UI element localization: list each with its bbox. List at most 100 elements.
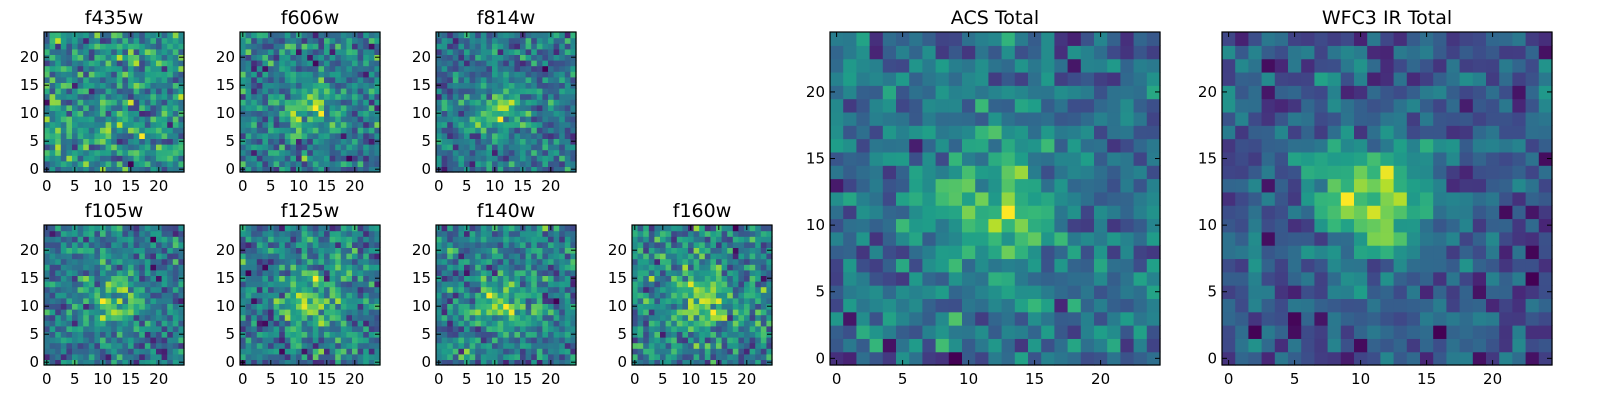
heatmap-cell <box>44 149 51 156</box>
heatmap-cell <box>643 320 650 327</box>
heatmap-cell <box>671 292 678 299</box>
heatmap-cell <box>161 160 168 167</box>
heatmap-cell <box>245 348 252 355</box>
heatmap-cell <box>760 292 767 299</box>
heatmap-cell <box>284 225 291 232</box>
heatmap-cell <box>279 71 286 78</box>
heatmap-cell <box>167 253 174 260</box>
heatmap-cell <box>688 275 695 282</box>
heatmap-cell <box>150 149 157 156</box>
heatmap-cell <box>503 292 510 299</box>
heatmap-cell <box>447 32 454 39</box>
heatmap-cell <box>660 337 667 344</box>
heatmap-cell <box>66 121 73 128</box>
heatmap-cell <box>178 325 185 332</box>
heatmap-cell <box>77 65 84 72</box>
heatmap-cell <box>896 298 910 313</box>
heatmap-cell <box>284 166 291 173</box>
heatmap-cell <box>480 116 487 123</box>
heatmap-cell <box>665 303 672 310</box>
heatmap-cell <box>368 359 375 366</box>
heatmap-cell <box>329 43 336 50</box>
heatmap-cell <box>105 132 112 139</box>
heatmap-cell <box>268 121 275 128</box>
heatmap-cell <box>492 138 499 145</box>
heatmap-cell <box>128 337 135 344</box>
heatmap-cell <box>77 337 84 344</box>
heatmap-cell <box>139 225 146 232</box>
heatmap-cell <box>256 320 263 327</box>
heatmap-cell <box>536 121 543 128</box>
heatmap-cell <box>648 342 655 349</box>
heatmap-cell <box>128 253 135 260</box>
heatmap-cell <box>312 121 319 128</box>
heatmap-cell <box>480 54 487 61</box>
heatmap-cell <box>279 230 286 237</box>
heatmap-cell <box>637 275 644 282</box>
heatmap-cell <box>648 275 655 282</box>
heatmap-cell <box>368 225 375 232</box>
heatmap-cell <box>1146 271 1161 286</box>
heatmap-cell <box>559 144 566 151</box>
heatmap-cell <box>830 338 844 353</box>
heatmap-cell <box>531 43 538 50</box>
heatmap-cell <box>324 48 331 55</box>
heatmap-cell <box>475 264 482 271</box>
heatmap-cell <box>542 138 549 145</box>
heatmap-cell <box>268 60 275 67</box>
heatmap-cell <box>531 82 538 89</box>
heatmap-cell <box>665 269 672 276</box>
heatmap-cell <box>150 342 157 349</box>
heatmap-cell <box>72 320 79 327</box>
heatmap-cell <box>167 37 174 44</box>
heatmap-cell <box>167 54 174 61</box>
heatmap-cell <box>536 144 543 151</box>
heatmap-cell <box>632 337 639 344</box>
heatmap-cell <box>564 71 571 78</box>
heatmap-cell <box>676 320 683 327</box>
heatmap-cell <box>503 160 510 167</box>
heatmap-cell <box>139 348 146 355</box>
heatmap-cell <box>156 320 163 327</box>
heatmap-cell <box>301 264 308 271</box>
heatmap-cell <box>665 320 672 327</box>
heatmap-cell <box>564 297 571 304</box>
heatmap-cell <box>671 337 678 344</box>
heatmap-cell <box>441 138 448 145</box>
heatmap-cell <box>318 225 325 232</box>
heatmap-cell <box>133 292 140 299</box>
heatmap-cell <box>335 37 342 44</box>
heatmap-cell <box>744 247 751 254</box>
heatmap-cell <box>363 166 370 173</box>
heatmap-cell <box>363 320 370 327</box>
heatmap-cell <box>122 104 129 111</box>
heatmap-cell <box>553 342 560 349</box>
heatmap-cell <box>172 37 179 44</box>
heatmap-cell <box>464 116 471 123</box>
heatmap-cell <box>133 116 140 123</box>
heatmap-cell <box>144 160 151 167</box>
heatmap-cell <box>374 337 381 344</box>
heatmap-cell <box>88 281 95 288</box>
heatmap-cell <box>727 342 734 349</box>
heatmap-cell <box>469 138 476 145</box>
heatmap-cell <box>156 286 163 293</box>
heatmap-cell <box>452 166 459 173</box>
heatmap-cell <box>935 271 950 286</box>
heatmap-cell <box>1041 218 1055 233</box>
heatmap-cell <box>128 230 135 237</box>
heatmap-cell <box>830 205 844 220</box>
heatmap-cell <box>167 342 174 349</box>
heatmap-cell <box>284 43 291 50</box>
heatmap-cell <box>312 269 319 276</box>
heatmap-cell <box>335 247 342 254</box>
heatmap-cell <box>1028 298 1042 313</box>
heatmap-cell <box>1067 205 1082 220</box>
heatmap-cell <box>643 348 650 355</box>
heatmap-cell <box>744 309 751 316</box>
heatmap-cell <box>352 160 359 167</box>
heatmap-cell <box>559 76 566 83</box>
heatmap-cell <box>273 65 280 72</box>
heatmap-cell <box>710 320 717 327</box>
heatmap-cell <box>284 37 291 44</box>
